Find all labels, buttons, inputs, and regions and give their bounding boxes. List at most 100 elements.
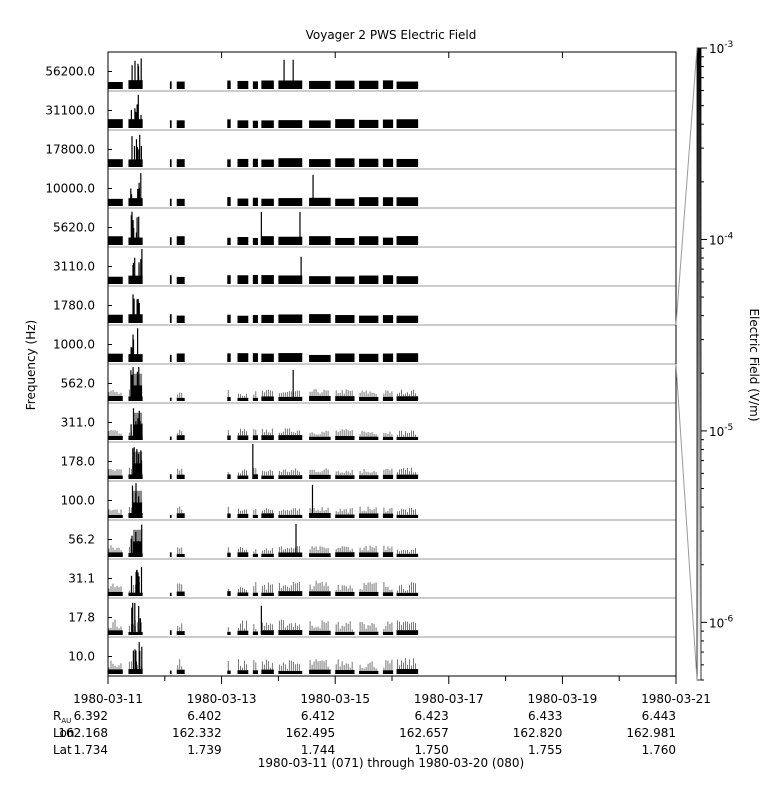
noise-trace	[359, 622, 377, 632]
data-block	[108, 396, 123, 401]
burst-spikes	[130, 567, 143, 596]
data-block	[169, 198, 172, 206]
data-block	[309, 513, 331, 518]
noise-trace	[278, 581, 300, 592]
y-tick-label: 562.0	[61, 376, 95, 390]
data-block	[335, 669, 355, 674]
data-block	[176, 435, 185, 440]
data-block	[261, 198, 274, 206]
burst-spikes	[132, 294, 140, 323]
data-block	[396, 236, 419, 245]
data-block	[176, 553, 185, 557]
data-block	[309, 314, 331, 323]
panel-1000_0	[108, 328, 676, 365]
data-block	[169, 630, 172, 635]
noise-trace	[335, 584, 353, 592]
data-block	[261, 592, 274, 596]
data-block	[227, 237, 231, 245]
data-block	[176, 236, 185, 245]
data-block	[169, 592, 172, 596]
data-block	[335, 119, 355, 128]
data-block	[382, 670, 394, 674]
ephemeris-value: 1.750	[414, 743, 448, 757]
data-block	[108, 514, 123, 518]
data-block	[169, 397, 172, 401]
noise-trace	[253, 429, 257, 436]
noise-trace	[359, 468, 377, 476]
noise-trace	[177, 506, 183, 514]
noise-trace	[108, 430, 122, 436]
x-tick-label: 1980-03-17	[414, 692, 484, 706]
data-block	[382, 592, 394, 596]
data-block	[169, 275, 172, 284]
noise-trace	[238, 428, 247, 436]
x-range-label: 1980-03-11 (071) through 1980-03-20 (080…	[258, 756, 524, 770]
data-block	[108, 314, 123, 323]
panel-562_0	[108, 367, 676, 404]
data-block	[335, 514, 355, 518]
noise-trace	[383, 431, 393, 437]
data-block	[382, 275, 394, 284]
data-block	[169, 354, 172, 362]
data-block	[261, 435, 274, 440]
noise-trace	[278, 619, 300, 631]
noise-trace	[261, 428, 273, 436]
panel-17_8	[108, 602, 676, 638]
noise-trace	[397, 582, 416, 593]
noise-trace	[397, 620, 416, 631]
x-axis: 1980-03-11 1980-03-13 1980-03-15 1980-03-17…	[73, 52, 711, 706]
noise-trace	[335, 546, 353, 553]
noise-trace	[253, 549, 257, 554]
data-block	[359, 80, 379, 89]
y-tick-label: 1000.0	[53, 337, 95, 351]
noise-trace	[108, 469, 122, 476]
data-block	[252, 670, 258, 674]
ephemeris-value: 162.332	[172, 726, 222, 740]
noise-trace	[397, 430, 416, 437]
y-tick-label: 100.0	[61, 493, 95, 507]
y-tick-label: 10.0	[68, 649, 95, 663]
data-block	[335, 80, 355, 89]
data-block	[396, 553, 419, 557]
ephemeris-value: 162.495	[286, 726, 336, 740]
data-block	[382, 396, 394, 401]
data-block	[359, 670, 379, 674]
data-block	[176, 81, 185, 89]
data-block	[237, 513, 249, 518]
noise-trace	[359, 661, 377, 671]
data-block	[359, 436, 379, 440]
noise-trace	[238, 393, 247, 398]
data-block	[108, 475, 123, 479]
data-block	[169, 81, 172, 89]
noise-trace	[108, 390, 122, 397]
y-tick-label: 311.0	[61, 415, 95, 429]
noise-trace	[261, 548, 273, 554]
data-block	[359, 236, 379, 245]
colorbar-tick-label: 10-4	[709, 231, 734, 247]
noise-trace	[261, 469, 273, 476]
burst-spikes	[130, 524, 143, 557]
burst-spikes	[130, 408, 143, 440]
noise-trace	[383, 468, 393, 475]
y-tick-label: 56200.0	[45, 64, 95, 78]
data-block	[227, 353, 231, 362]
data-block	[252, 397, 258, 401]
noise-trace	[261, 508, 273, 514]
colorbar-tick-label: 10-5	[709, 423, 733, 439]
y-tick-label: 17.8	[68, 610, 95, 624]
x-tick-label: 1980-03-11	[73, 692, 143, 706]
panel-10000_0	[108, 173, 676, 209]
data-block	[278, 591, 303, 596]
data-block	[359, 552, 379, 557]
data-block	[108, 630, 123, 635]
colorbar-tick-label: 10-6	[709, 614, 734, 630]
data-block	[252, 592, 258, 596]
data-block	[252, 120, 258, 128]
data-block	[237, 315, 249, 323]
data-block	[396, 353, 419, 362]
ephemeris-value: 162.168	[58, 726, 108, 740]
burst-core	[132, 502, 143, 518]
data-block	[359, 475, 379, 479]
data-block	[108, 159, 123, 167]
x-tick-label: 1980-03-13	[187, 692, 257, 706]
